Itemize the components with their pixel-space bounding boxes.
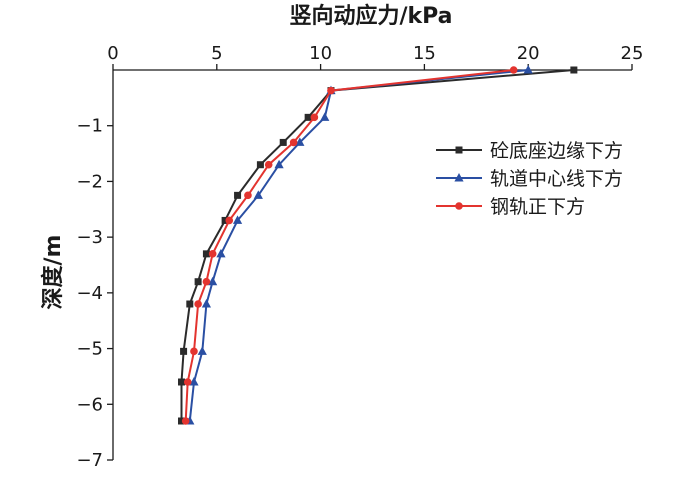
data-point	[221, 216, 229, 224]
y-tick-label: −6	[76, 394, 103, 415]
data-point	[327, 86, 335, 95]
data-point	[202, 277, 211, 286]
data-point	[178, 417, 186, 425]
data-point	[234, 191, 242, 199]
data-point	[194, 278, 202, 286]
axes: 0 5 10 15 20 25 −1 −2 −3 −4 −5 −6 −7	[76, 43, 643, 471]
data-point	[274, 159, 284, 169]
x-tick-label: 10	[309, 43, 332, 64]
legend-marker	[455, 146, 463, 154]
y-tick-label: −1	[76, 116, 103, 137]
x-tick-label: 25	[621, 43, 644, 64]
legend-marker	[454, 173, 464, 182]
legend-item: 钢轨正下方	[436, 196, 585, 218]
legend-item: 轨道中心线下方	[436, 168, 623, 190]
data-point	[279, 138, 287, 146]
data-point	[216, 248, 226, 258]
data-point	[570, 66, 578, 74]
legend-marker	[455, 202, 463, 210]
y-tick-label: −4	[76, 283, 103, 304]
x-tick-label: 15	[413, 43, 436, 64]
data-point	[304, 113, 312, 121]
data-point	[289, 138, 298, 147]
data-point	[181, 417, 190, 425]
series-line	[188, 69, 529, 422]
series-layer	[178, 65, 578, 425]
data-point	[264, 160, 273, 169]
data-point	[180, 347, 188, 355]
legend-item: 砼底座边缘下方	[436, 140, 623, 162]
y-tick-label: −2	[76, 171, 103, 192]
data-point	[509, 66, 518, 74]
x-axis-title: 竖向动应力/kPa	[289, 3, 452, 29]
data-point	[190, 347, 198, 356]
series-line	[184, 69, 514, 422]
data-point	[225, 216, 234, 225]
legend-label: 砼底座边缘下方	[490, 140, 623, 162]
data-point	[178, 378, 186, 386]
x-tick-label: 20	[517, 43, 540, 64]
data-point	[197, 346, 207, 355]
y-axis-title: 深度/m	[40, 235, 66, 310]
data-point	[310, 113, 319, 122]
data-point	[244, 191, 252, 200]
y-tick-label: −5	[76, 339, 103, 360]
data-point	[256, 161, 264, 169]
legend-label: 轨道中心线下方	[490, 168, 623, 190]
data-point	[523, 65, 533, 74]
data-point	[208, 250, 217, 258]
data-point	[232, 215, 243, 224]
y-tick-label: −7	[76, 450, 103, 471]
series-line	[180, 69, 574, 421]
data-point	[253, 190, 263, 199]
x-tick-label: 0	[107, 43, 118, 64]
data-point	[208, 276, 218, 286]
x-tick-label: 5	[211, 43, 222, 64]
legend-label: 钢轨正下方	[490, 196, 585, 218]
data-point	[189, 377, 199, 386]
data-point	[202, 250, 210, 258]
y-tick-label: −3	[76, 227, 103, 248]
data-point	[183, 378, 192, 386]
data-point	[320, 112, 330, 121]
series-1	[178, 66, 578, 425]
series-3	[181, 66, 518, 425]
data-point	[186, 300, 194, 308]
series-2	[185, 65, 533, 425]
data-point	[201, 299, 212, 308]
data-point	[295, 137, 305, 146]
data-point	[194, 300, 202, 308]
